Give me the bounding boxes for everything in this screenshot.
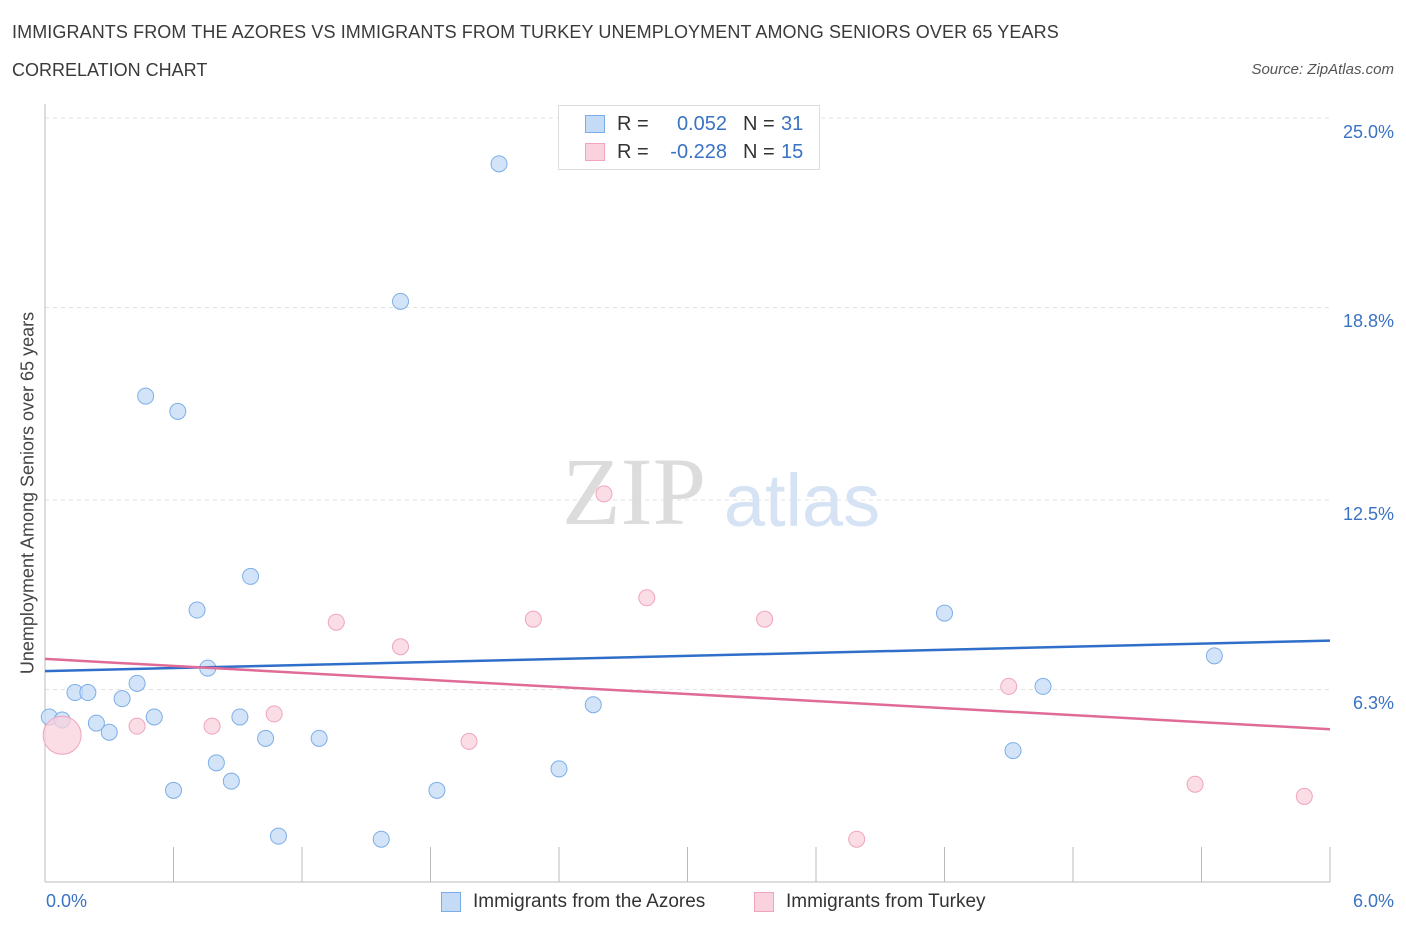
n-label: N = [743,112,775,135]
azores-point [1034,677,1052,695]
r-value: -0.228 [670,140,727,163]
azores-point [207,754,225,772]
y-tick-label: 25.0% [1342,122,1394,142]
n-label: N = [743,140,775,163]
source-label: Source: ZipAtlas.com [1251,61,1394,78]
legend-row-turkey: R = -0.228 N = 15 [585,140,803,164]
azores-point [137,387,155,405]
turkey-point [327,613,345,631]
azores-point [145,708,163,726]
azores-point [584,696,602,714]
azores-point [231,708,249,726]
azores-point [242,567,260,585]
azores-point [188,601,206,619]
azores-point [269,827,287,845]
azores-point [257,729,275,747]
watermark-zip: ZIP [562,438,706,545]
turkey-point [265,705,283,723]
axes [44,104,1331,883]
azores-trend-line [44,639,1331,673]
azores-swatch-icon [585,115,605,133]
turkey-point [595,485,613,503]
trend-lines [44,639,1331,731]
x-tick-label-max: 6.0% [1352,891,1394,911]
r-label: R = [617,112,649,135]
legend-row-azores: R = 0.052 N = 31 [585,112,803,136]
azores-point [428,781,446,799]
chart-subtitle: CORRELATION CHART [12,60,208,80]
azores-point [1004,742,1022,760]
y-tick-label: 18.8% [1342,311,1394,332]
y-tick-label: 6.3% [1352,693,1394,714]
n-value: 15 [781,140,804,163]
data-points [40,155,1313,848]
azores-point [392,292,410,310]
azores-point [490,155,508,173]
azores-point [169,402,187,420]
turkey-point [756,610,774,628]
azores-point [87,714,105,732]
azores-point [372,830,390,848]
turkey-point [392,638,410,656]
turkey-point [203,717,221,735]
azores-legend-label: Immigrants from the Azores [473,891,706,912]
n-value: 31 [781,112,804,135]
azores-point [222,772,240,790]
azores-point [165,781,182,799]
watermark-atlas: atlas [724,459,880,542]
azores-point [936,604,953,622]
x-tick-label-min: 0.0% [46,891,88,911]
turkey-point [524,610,542,628]
turkey-swatch-icon [585,143,605,161]
azores-point [1205,647,1223,665]
chart-title: IMMIGRANTS FROM THE AZORES VS IMMIGRANTS… [12,22,1059,42]
y-tick-label: 12.5% [1342,504,1394,524]
azores-point [100,723,118,741]
turkey-point [128,717,146,735]
azores-legend-swatch-icon [441,892,461,912]
turkey-point [42,715,82,755]
azores-point [310,729,328,747]
azores-point [550,760,568,778]
turkey-legend-swatch-icon [754,892,774,912]
gridlines [45,117,1330,690]
turkey-point [848,830,866,848]
r-value: 0.052 [676,112,727,135]
turkey-point [1186,775,1204,793]
y-axis-label: Unemployment Among Seniors over 65 years [17,311,38,675]
azores-point [79,684,97,702]
turkey-point [638,589,656,607]
bottom-legend-azores: Immigrants from the Azores [441,890,705,914]
azores-point [128,674,146,692]
turkey-legend-label: Immigrants from Turkey [786,891,986,912]
turkey-point [1000,677,1018,695]
turkey-point [460,732,478,750]
r-label: R = [617,140,649,163]
watermark: ZIP atlas [562,438,880,545]
turkey-point [1295,787,1313,805]
bottom-legend-turkey: Immigrants from Turkey [754,890,986,914]
correlation-legend: R = 0.052 N = 31 R = -0.228 N = 15 [558,105,820,170]
turkey-trend-line [44,657,1331,731]
azores-point [113,690,131,708]
